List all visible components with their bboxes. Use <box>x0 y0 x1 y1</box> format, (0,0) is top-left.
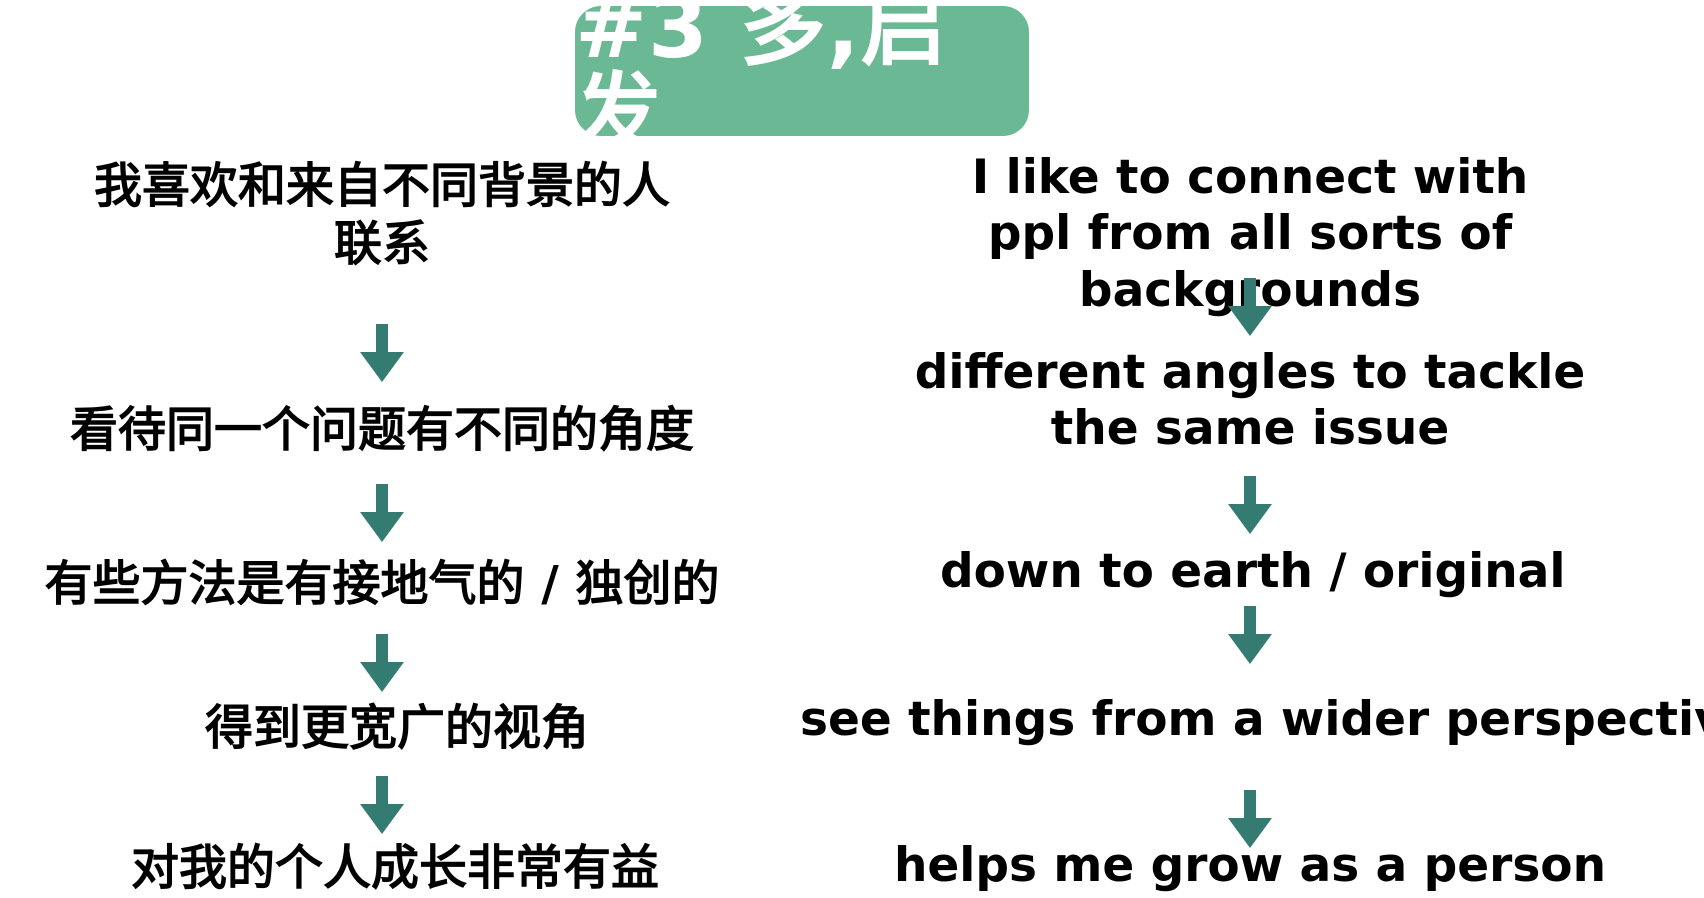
left-step-4: 得到更宽广的视角 <box>204 700 589 756</box>
down-arrow-icon <box>1228 476 1272 534</box>
down-arrow-icon <box>360 324 404 382</box>
down-arrow-icon <box>360 484 404 542</box>
down-arrow-icon <box>1228 790 1272 848</box>
right-step-4: see things from a wider perspective <box>800 692 1704 747</box>
down-arrow-icon <box>1228 278 1272 336</box>
left-step-3: 有些方法是有接地气的 / 独创的 <box>44 556 720 612</box>
down-arrow-icon <box>360 634 404 692</box>
left-step-5: 对我的个人成长非常有益 <box>130 840 659 896</box>
right-step-5: helps me grow as a person <box>893 838 1607 893</box>
title-badge: #3 多,启发 <box>575 0 1029 157</box>
page-title: #3 多,启发 <box>575 0 948 164</box>
left-step-2: 看待同一个问题有不同的角度 <box>69 402 694 458</box>
right-step-2: different angles to tackle the same issu… <box>914 345 1586 457</box>
down-arrow-icon <box>360 776 404 834</box>
right-step-3: down to earth / original <box>940 544 1566 599</box>
down-arrow-icon <box>1228 606 1272 664</box>
left-step-1: 我喜欢和来自不同背景的人 联系 <box>93 158 670 272</box>
